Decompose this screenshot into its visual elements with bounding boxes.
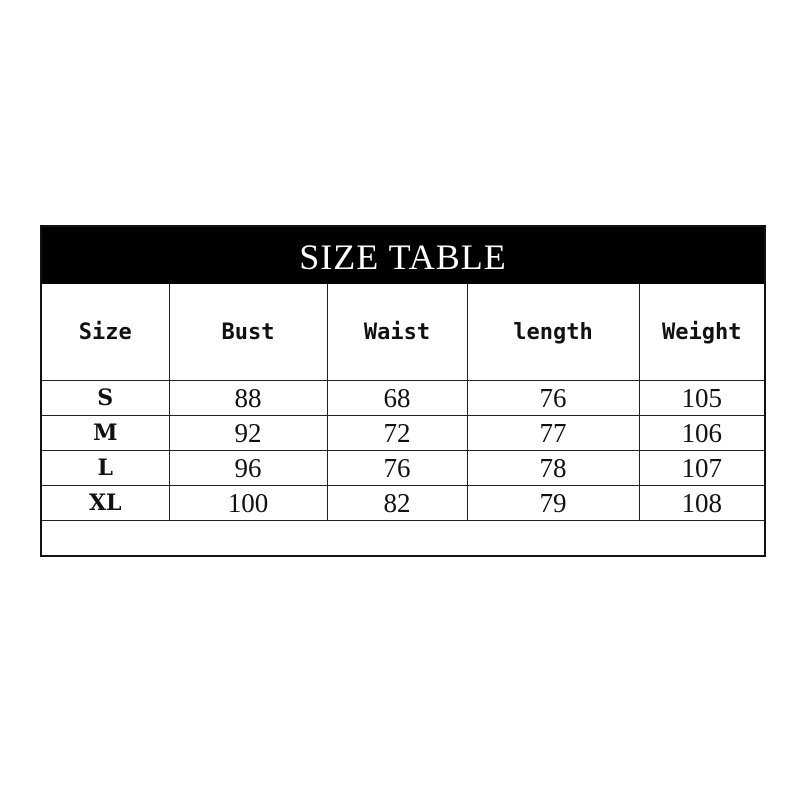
table-title: SIZE TABLE	[42, 227, 764, 284]
empty-cell	[42, 520, 764, 555]
size-cell: XL	[42, 485, 170, 521]
size-cell: L	[42, 450, 170, 486]
column-header: Weight	[638, 284, 764, 381]
column-header: Waist	[326, 284, 468, 381]
waist-cell: 68	[326, 380, 468, 416]
size-cell: S	[42, 380, 170, 416]
length-cell: 78	[466, 450, 640, 486]
weight-cell: 108	[638, 485, 764, 521]
empty-row	[42, 520, 764, 555]
table-row: XL 100 82 79 108	[42, 485, 764, 521]
size-table: SIZE TABLE Size Bust Waist length Weight…	[40, 225, 766, 557]
weight-cell: 105	[638, 380, 764, 416]
table-row: M 92 72 77 106	[42, 415, 764, 451]
column-header: length	[466, 284, 640, 381]
bust-cell: 100	[168, 485, 328, 521]
column-header: Bust	[168, 284, 328, 381]
bust-cell: 88	[168, 380, 328, 416]
length-cell: 76	[466, 380, 640, 416]
size-grid: Size Bust Waist length Weight S 88 68 76…	[42, 284, 764, 555]
weight-cell: 107	[638, 450, 764, 486]
size-cell: M	[42, 415, 170, 451]
table-row: L 96 76 78 107	[42, 450, 764, 486]
table-row: S 88 68 76 105	[42, 380, 764, 416]
weight-cell: 106	[638, 415, 764, 451]
waist-cell: 76	[326, 450, 468, 486]
waist-cell: 72	[326, 415, 468, 451]
column-header: Size	[42, 284, 170, 381]
bust-cell: 96	[168, 450, 328, 486]
waist-cell: 82	[326, 485, 468, 521]
header-row: Size Bust Waist length Weight	[42, 284, 764, 381]
bust-cell: 92	[168, 415, 328, 451]
length-cell: 77	[466, 415, 640, 451]
length-cell: 79	[466, 485, 640, 521]
